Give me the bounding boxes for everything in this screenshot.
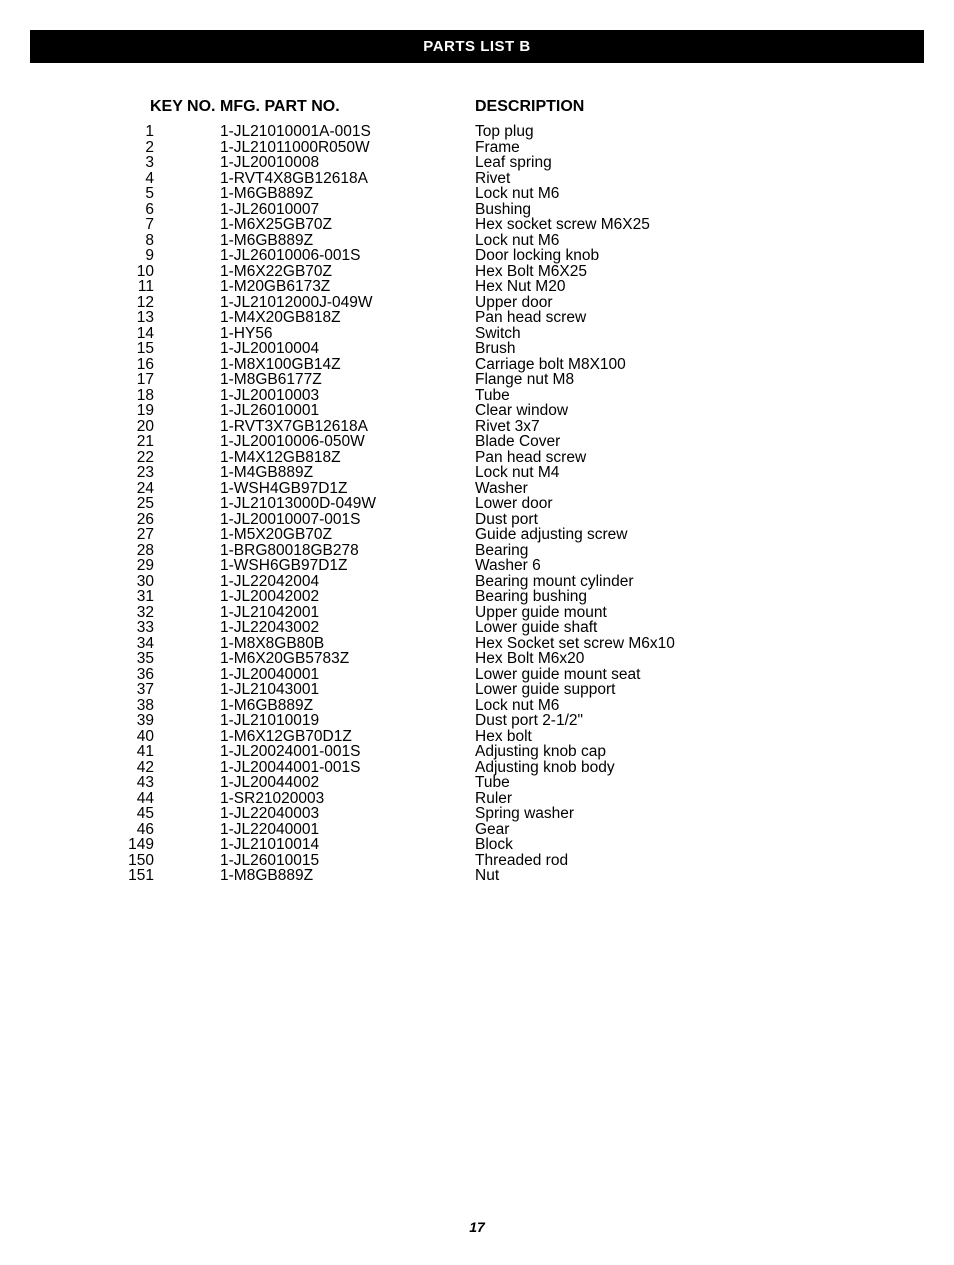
- header-part: MFG. PART NO.: [220, 98, 475, 116]
- page-number: 17: [0, 1219, 954, 1235]
- desc-column: Top plug Frame Leaf spring Rivet Lock nu…: [475, 124, 795, 884]
- parts-list-header: PARTS LIST B: [30, 30, 924, 63]
- table-body: 1 2 3 4 5 6 7 8 9 10 11 12 13 14 15 16 1…: [110, 124, 844, 884]
- key-column: 1 2 3 4 5 6 7 8 9 10 11 12 13 14 15 16 1…: [110, 124, 220, 884]
- parts-table: KEY NO. MFG. PART NO. DESCRIPTION 1 2 3 …: [0, 98, 954, 884]
- header-desc: DESCRIPTION: [475, 98, 775, 116]
- column-headers: KEY NO. MFG. PART NO. DESCRIPTION: [110, 98, 844, 116]
- part-column: 1-JL21010001A-001S 1-JL21011000R050W 1-J…: [220, 124, 475, 884]
- header-key: KEY NO.: [110, 98, 220, 116]
